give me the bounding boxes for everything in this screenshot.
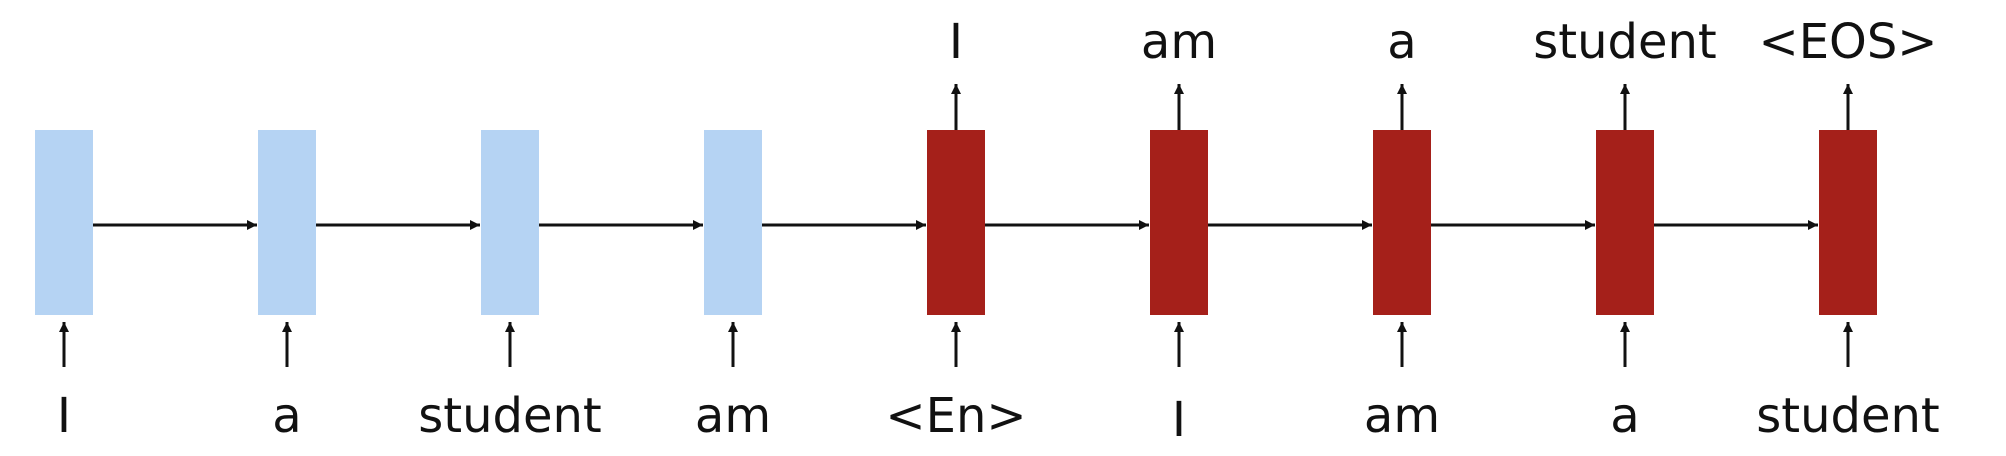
decoder-output-label: I bbox=[949, 14, 963, 70]
encoder-input-label: I bbox=[57, 388, 71, 444]
decoder-output-label: am bbox=[1141, 14, 1217, 70]
decoder-cell bbox=[927, 130, 985, 315]
token-labels: I a student am <En> I am a student I am … bbox=[57, 14, 1940, 448]
decoder-input-label: student bbox=[1756, 388, 1940, 444]
rnn-cells bbox=[35, 130, 1877, 315]
decoder-output-label: a bbox=[1387, 14, 1416, 70]
encoder-input-label: am bbox=[695, 388, 771, 444]
encoder-cell bbox=[258, 130, 316, 315]
connection-arrows bbox=[59, 84, 1853, 367]
encoder-cell bbox=[35, 130, 93, 315]
decoder-input-label: am bbox=[1364, 388, 1440, 444]
decoder-cell bbox=[1373, 130, 1431, 315]
decoder-input-label: <En> bbox=[885, 388, 1026, 444]
decoder-input-label: a bbox=[1610, 388, 1639, 444]
decoder-output-label: <EOS> bbox=[1758, 14, 1937, 70]
decoder-cell bbox=[1596, 130, 1654, 315]
encoder-input-label: a bbox=[272, 388, 301, 444]
encoder-cell bbox=[481, 130, 539, 315]
encoder-cell bbox=[704, 130, 762, 315]
encoder-input-label: student bbox=[418, 388, 602, 444]
decoder-input-label: I bbox=[1172, 392, 1186, 448]
decoder-cell bbox=[1819, 130, 1877, 315]
decoder-cell bbox=[1150, 130, 1208, 315]
decoder-output-label: student bbox=[1533, 14, 1717, 70]
